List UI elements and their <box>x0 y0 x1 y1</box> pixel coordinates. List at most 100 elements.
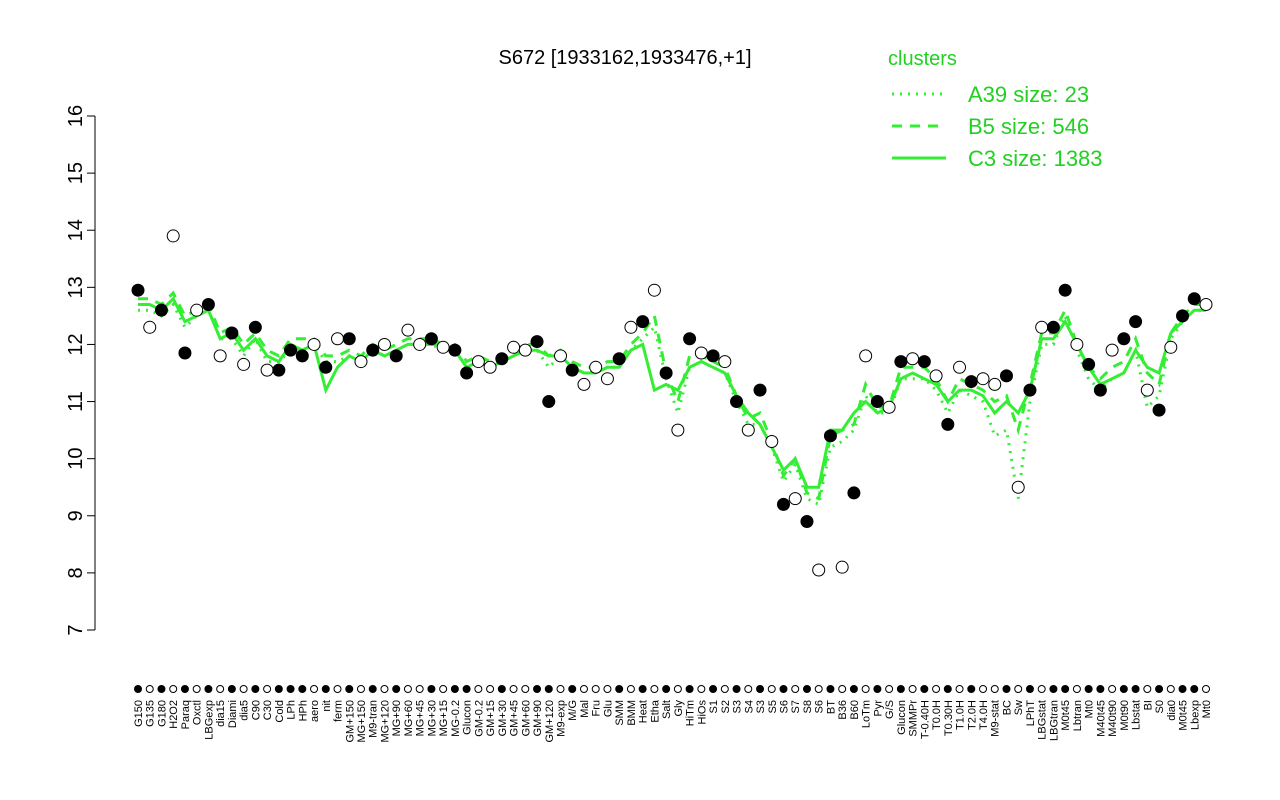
x-tick-label: S4 <box>743 700 755 713</box>
rug-point <box>462 685 471 693</box>
rug-point <box>849 685 858 693</box>
data-point <box>518 343 532 357</box>
rug-point <box>1178 685 1187 693</box>
x-tick-label: B60 <box>849 700 861 720</box>
data-point <box>260 363 274 377</box>
data-point <box>800 514 814 528</box>
rug-point <box>556 685 565 693</box>
data-point <box>542 395 556 409</box>
x-tick-label: Cold <box>274 700 286 723</box>
data-point <box>835 560 849 574</box>
data-point <box>859 349 873 363</box>
data-point <box>812 563 826 577</box>
rug-point <box>720 685 729 693</box>
rug-point <box>1108 685 1117 693</box>
data-point <box>894 355 908 369</box>
rug-point <box>568 685 577 693</box>
rug-point <box>497 685 506 693</box>
rug-point <box>239 685 248 693</box>
data-point <box>718 355 732 369</box>
legend-label: C3 size: 1383 <box>968 146 1103 171</box>
x-tick-label: SMMPr <box>908 700 920 737</box>
x-tick-label: S1 <box>708 700 720 713</box>
data-point <box>284 343 298 357</box>
x-tick-label: T4.0H <box>978 700 990 730</box>
data-point <box>471 355 485 369</box>
x-tick-label: aero <box>309 700 321 722</box>
data-point <box>823 429 837 443</box>
legend-label: A39 size: 23 <box>968 82 1089 107</box>
data-point <box>765 435 779 449</box>
data-point <box>1176 309 1190 323</box>
data-point <box>1023 383 1037 397</box>
data-point <box>788 492 802 506</box>
x-tick-label: Oxctl <box>192 700 204 725</box>
rug-point <box>474 685 483 693</box>
x-tick-label: MG+30 <box>426 700 438 736</box>
data-point <box>507 340 521 354</box>
data-point <box>342 332 356 346</box>
data-point <box>190 303 204 317</box>
rug-point <box>1014 685 1023 693</box>
rug-point <box>932 685 941 693</box>
x-tick-label: Lbtran <box>1072 700 1084 731</box>
rug-point <box>310 685 319 693</box>
data-point <box>906 352 920 366</box>
rug-point <box>908 685 917 693</box>
rug-point <box>779 685 788 693</box>
data-point <box>237 357 251 371</box>
data-point <box>671 423 685 437</box>
data-point <box>882 400 896 414</box>
x-tick-label: M0t45 <box>1178 700 1190 731</box>
rug-point <box>673 685 682 693</box>
rug-point <box>767 685 776 693</box>
rug-point <box>591 685 600 693</box>
rug-point <box>356 685 365 693</box>
data-point <box>389 349 403 363</box>
data-point <box>377 337 391 351</box>
rug-point <box>1037 685 1046 693</box>
x-tick-label: Glucon <box>462 700 474 735</box>
rug-point <box>1072 685 1081 693</box>
data-point <box>1117 332 1131 346</box>
data-point <box>1105 343 1119 357</box>
rug-point <box>392 685 401 693</box>
x-tick-label: GM+45 <box>509 700 521 736</box>
data-point <box>483 360 497 374</box>
x-tick-label: Fru <box>591 700 603 717</box>
data-point <box>776 497 790 511</box>
data-point <box>530 335 544 349</box>
rug-point <box>838 685 847 693</box>
rug-point <box>732 685 741 693</box>
x-tick-label: G180 <box>156 700 168 727</box>
x-tick-label: M0t90 <box>1119 700 1131 731</box>
data-point <box>331 332 345 346</box>
data-point <box>929 369 943 383</box>
x-tick-label: M9-stat <box>990 700 1002 737</box>
data-point <box>1164 340 1178 354</box>
x-tick-label: MG+15 <box>438 700 450 736</box>
data-point <box>131 283 145 297</box>
data-point <box>917 355 931 369</box>
x-tick-label: Etha <box>649 699 661 723</box>
x-tick-label: Heat <box>638 700 650 723</box>
rug-point <box>885 685 894 693</box>
x-tick-label: MG+45 <box>415 700 427 736</box>
data-point <box>307 337 321 351</box>
x-tick-label: LBGstat <box>1037 700 1049 740</box>
rug-point <box>955 685 964 693</box>
data-point <box>413 337 427 351</box>
rug-point <box>1025 685 1034 693</box>
data-point <box>1070 337 1084 351</box>
x-tick-label: LBGtran <box>1048 700 1060 741</box>
data-point <box>143 320 157 334</box>
rug-point <box>579 685 588 693</box>
x-tick-label: Mal <box>579 700 591 718</box>
rug-point <box>861 685 870 693</box>
rug-point <box>286 685 295 693</box>
x-tick-label: MG+120 <box>379 700 391 743</box>
x-tick-label: G135 <box>145 700 157 727</box>
rug-point <box>321 685 330 693</box>
rug-point <box>333 685 342 693</box>
data-point <box>1187 292 1201 306</box>
